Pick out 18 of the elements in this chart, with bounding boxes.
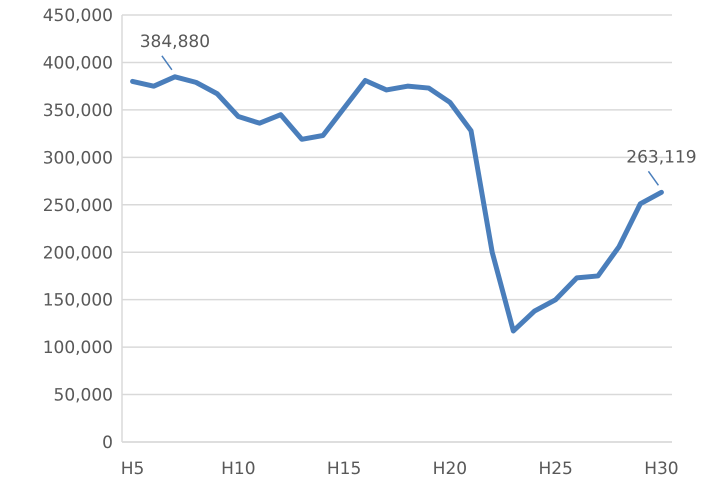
- y-tick-label: 0: [102, 433, 113, 454]
- x-tick-label: H30: [644, 459, 679, 480]
- x-tick-label: H5: [120, 459, 144, 480]
- data-label: 263,119: [626, 147, 697, 168]
- y-tick-label: 300,000: [42, 148, 113, 168]
- data-label: 384,880: [140, 32, 210, 52]
- y-tick-label: 400,000: [42, 53, 113, 74]
- x-tick-label: H15: [326, 459, 362, 480]
- y-tick-label: 250,000: [42, 196, 113, 216]
- x-tick-label: H25: [538, 459, 573, 480]
- x-tick-label: H10: [221, 459, 256, 480]
- y-tick-label: 200,000: [42, 243, 113, 264]
- y-tick-label: 450,000: [42, 6, 113, 26]
- y-tick-label: 150,000: [42, 290, 113, 311]
- y-tick-label: 100,000: [42, 338, 113, 358]
- x-tick-label: H20: [432, 459, 468, 480]
- y-tick-label: 350,000: [42, 100, 113, 121]
- y-tick-label: 50,000: [54, 386, 113, 406]
